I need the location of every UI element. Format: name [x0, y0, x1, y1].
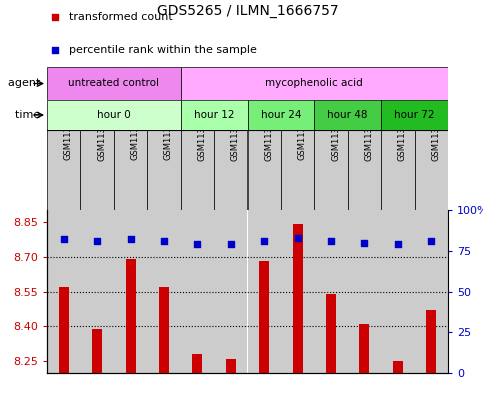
Bar — [147, 210, 181, 373]
Text: mycophenolic acid: mycophenolic acid — [266, 79, 363, 88]
Point — [394, 241, 402, 247]
Bar — [47, 100, 181, 130]
Bar — [59, 287, 69, 373]
Bar — [247, 100, 314, 130]
Bar — [314, 100, 381, 130]
Bar — [126, 259, 136, 373]
Bar — [181, 210, 214, 373]
Bar — [414, 210, 448, 373]
Bar — [226, 359, 236, 373]
Text: GDS5265 / ILMN_1666757: GDS5265 / ILMN_1666757 — [156, 4, 338, 18]
Bar — [80, 130, 114, 210]
Text: GSM1133729: GSM1133729 — [298, 104, 307, 160]
Bar — [147, 130, 181, 210]
Bar — [247, 130, 281, 210]
Point — [127, 236, 134, 242]
Text: percentile rank within the sample: percentile rank within the sample — [69, 45, 257, 55]
Bar — [348, 130, 381, 210]
Bar — [426, 310, 436, 373]
Text: agent: agent — [8, 79, 44, 88]
Bar — [393, 361, 403, 373]
Text: hour 12: hour 12 — [194, 110, 234, 120]
Bar — [247, 210, 281, 373]
Text: GSM1133724: GSM1133724 — [130, 104, 140, 160]
Text: GSM1133722: GSM1133722 — [64, 104, 73, 160]
Text: transformed count: transformed count — [69, 12, 173, 22]
Point — [194, 241, 201, 247]
Point — [260, 238, 268, 244]
Point — [160, 238, 168, 244]
Text: GSM1133728: GSM1133728 — [264, 104, 273, 160]
Bar — [181, 100, 247, 130]
Point — [227, 241, 235, 247]
Text: time: time — [15, 110, 44, 120]
Text: GSM1133731: GSM1133731 — [365, 104, 373, 160]
Text: hour 72: hour 72 — [394, 110, 435, 120]
Text: hour 0: hour 0 — [97, 110, 131, 120]
Point — [93, 238, 101, 244]
Bar — [381, 210, 414, 373]
Bar — [381, 130, 414, 210]
Bar — [92, 329, 102, 373]
Bar — [159, 287, 169, 373]
Text: hour 48: hour 48 — [327, 110, 368, 120]
Text: GSM1133732: GSM1133732 — [398, 104, 407, 160]
Bar — [293, 224, 303, 373]
Point — [427, 238, 435, 244]
Bar — [47, 210, 80, 373]
Bar — [47, 130, 80, 210]
Bar — [359, 324, 369, 373]
Point — [60, 236, 68, 242]
Bar — [47, 67, 181, 100]
Bar — [181, 130, 214, 210]
Bar — [326, 294, 336, 373]
Bar — [314, 210, 348, 373]
Bar — [114, 130, 147, 210]
Text: GSM1133723: GSM1133723 — [97, 104, 106, 160]
Bar — [259, 261, 269, 373]
Bar — [281, 210, 314, 373]
Bar — [348, 210, 381, 373]
Bar — [281, 130, 314, 210]
Bar — [192, 354, 202, 373]
Text: untreated control: untreated control — [68, 79, 159, 88]
Bar — [314, 130, 348, 210]
Bar — [214, 130, 247, 210]
Point — [294, 235, 301, 241]
Text: GSM1133727: GSM1133727 — [231, 104, 240, 160]
Point — [327, 238, 335, 244]
Bar — [414, 130, 448, 210]
Text: GSM1133733: GSM1133733 — [431, 104, 440, 161]
Bar — [381, 100, 448, 130]
Bar — [181, 67, 448, 100]
Text: GSM1133730: GSM1133730 — [331, 104, 340, 160]
Bar — [114, 210, 147, 373]
Bar — [214, 210, 247, 373]
Text: hour 24: hour 24 — [261, 110, 301, 120]
Bar — [80, 210, 114, 373]
Point — [361, 239, 369, 246]
Text: GSM1133726: GSM1133726 — [198, 104, 206, 160]
Text: GSM1133725: GSM1133725 — [164, 104, 173, 160]
